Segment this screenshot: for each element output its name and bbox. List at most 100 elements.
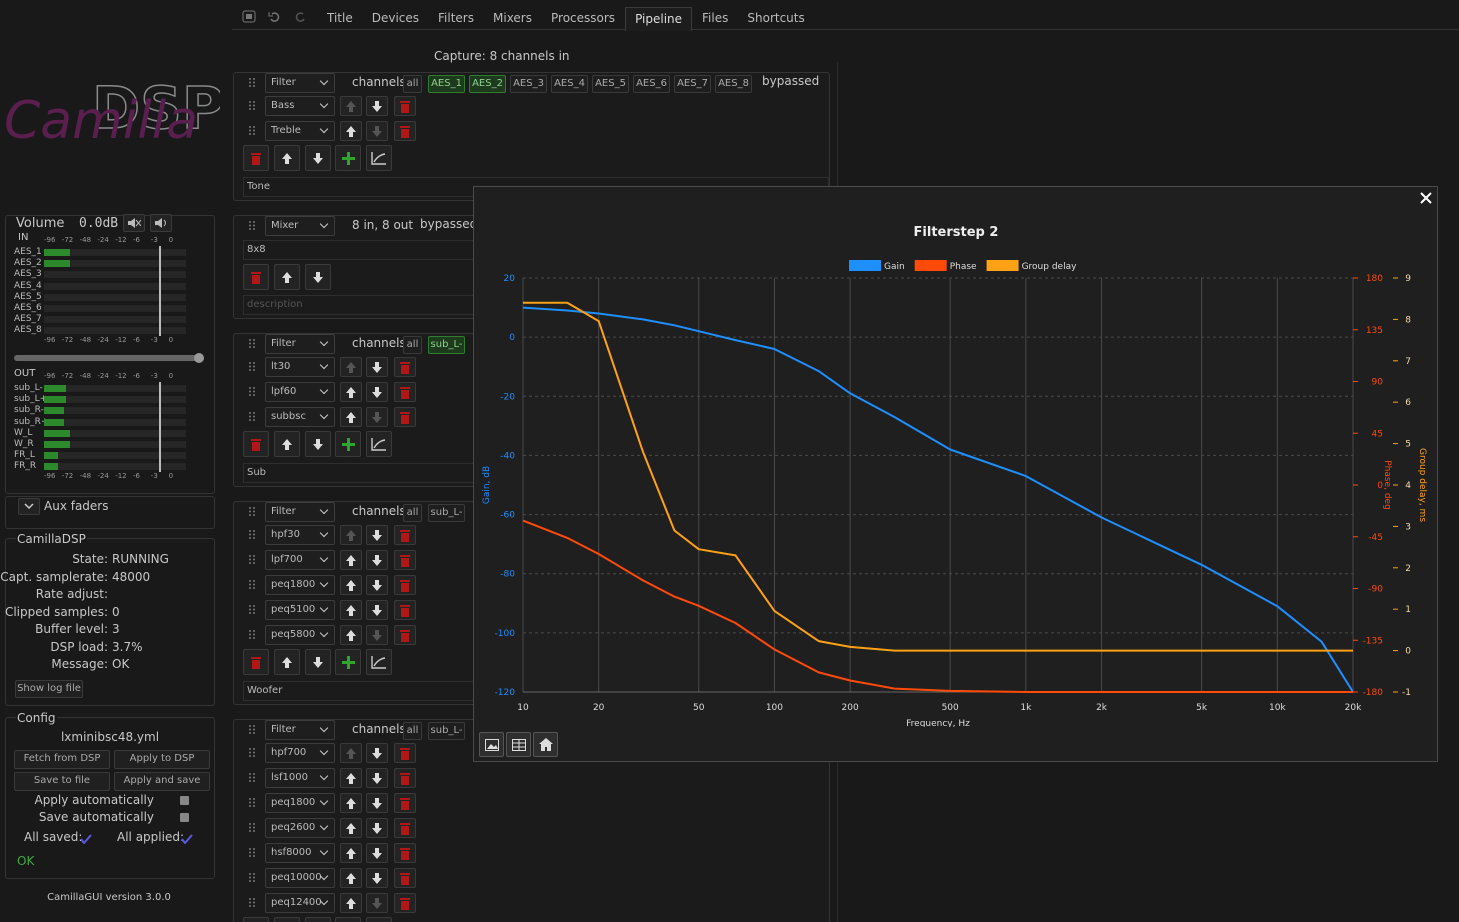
step-down-button[interactable] (304, 917, 331, 922)
delete-filter-button[interactable] (394, 768, 416, 788)
speaker-button[interactable] (150, 214, 172, 232)
delete-filter-button[interactable] (394, 625, 416, 645)
step-down-button[interactable] (304, 431, 331, 457)
channel-chip[interactable]: AES_5 (592, 75, 629, 93)
move-down-button[interactable] (366, 893, 388, 913)
delete-step-button[interactable] (243, 145, 269, 171)
filter-select[interactable]: Treble (265, 121, 335, 141)
volume-knob[interactable] (194, 353, 204, 363)
channel-chip[interactable]: AES_2 (469, 75, 506, 93)
filter-select[interactable]: peq1800 (265, 793, 335, 813)
move-up-button[interactable] (340, 818, 362, 838)
delete-filter-button[interactable] (394, 818, 416, 838)
move-up-button[interactable] (340, 743, 362, 763)
channel-chip[interactable]: AES_3 (510, 75, 547, 93)
delete-filter-button[interactable] (394, 357, 416, 377)
move-down-button[interactable] (366, 575, 388, 595)
plot-step-button[interactable] (366, 145, 393, 171)
move-down-button[interactable] (366, 96, 388, 116)
move-up-button[interactable] (340, 96, 362, 116)
move-up-button[interactable] (340, 525, 362, 545)
all-chip[interactable]: all (403, 504, 422, 522)
tab[interactable]: Devices (371, 11, 420, 25)
filter-select[interactable]: peq5100 (265, 600, 335, 620)
aux-panel[interactable]: Aux faders (5, 496, 215, 529)
move-down-button[interactable] (366, 525, 388, 545)
tab[interactable]: Shortcuts (747, 11, 805, 25)
filter-select[interactable]: peq1800 (265, 575, 335, 595)
delete-filter-button[interactable] (394, 843, 416, 863)
move-down-button[interactable] (366, 407, 388, 427)
config-button[interactable]: Save to file (14, 772, 110, 791)
step-type-select[interactable]: Filter (265, 720, 335, 740)
delete-step-button[interactable] (243, 917, 269, 922)
all-chip[interactable]: all (403, 722, 422, 740)
tab[interactable]: Pipeline (625, 7, 693, 31)
move-down-button[interactable] (366, 550, 388, 570)
channel-chip[interactable]: AES_1 (428, 75, 465, 93)
delete-filter-button[interactable] (394, 96, 416, 116)
move-up-button[interactable] (340, 768, 362, 788)
move-down-button[interactable] (366, 868, 388, 888)
step-type-select[interactable]: Filter (265, 73, 335, 93)
delete-filter-button[interactable] (394, 743, 416, 763)
move-up-button[interactable] (340, 382, 362, 402)
all-chip[interactable]: all (403, 75, 422, 93)
channel-chip[interactable]: sub_L- (428, 504, 465, 522)
delete-step-button[interactable] (243, 431, 269, 457)
step-up-button[interactable] (273, 649, 300, 675)
step-type-select[interactable]: Mixer (265, 216, 335, 236)
option-checkbox[interactable] (180, 813, 189, 822)
filter-select[interactable]: hpf700 (265, 743, 335, 763)
move-down-button[interactable] (366, 768, 388, 788)
filter-select[interactable]: lpf60 (265, 382, 335, 402)
step-down-button[interactable] (304, 649, 331, 675)
tab[interactable]: Title (327, 11, 353, 25)
filter-select[interactable]: subbsc (265, 407, 335, 427)
move-up-button[interactable] (340, 625, 362, 645)
delete-filter-button[interactable] (394, 793, 416, 813)
all-chip[interactable]: all (403, 336, 422, 354)
filter-select[interactable]: lsf1000 (265, 768, 335, 788)
delete-filter-button[interactable] (394, 550, 416, 570)
filter-select[interactable]: peq2600 (265, 818, 335, 838)
step-down-button[interactable] (304, 145, 331, 171)
delete-filter-button[interactable] (394, 893, 416, 913)
step-type-select[interactable]: Filter (265, 502, 335, 522)
move-down-button[interactable] (366, 818, 388, 838)
move-down-button[interactable] (366, 793, 388, 813)
channel-chip[interactable]: AES_4 (551, 75, 588, 93)
move-up-button[interactable] (340, 843, 362, 863)
move-up-button[interactable] (340, 407, 362, 427)
move-up-button[interactable] (340, 868, 362, 888)
config-button[interactable]: Apply to DSP (114, 750, 210, 769)
option-checkbox[interactable] (180, 796, 189, 805)
plot-step-button[interactable] (366, 917, 393, 922)
channel-chip[interactable]: sub_L- (428, 336, 465, 354)
filter-select[interactable]: peq5800 (265, 625, 335, 645)
channel-chip[interactable]: AES_7 (674, 75, 711, 93)
delete-filter-button[interactable] (394, 868, 416, 888)
step-up-button[interactable] (273, 145, 300, 171)
filter-select[interactable]: peq10000 (265, 868, 335, 888)
config-button[interactable]: Fetch from DSP (14, 750, 110, 769)
close-button[interactable] (1420, 192, 1434, 206)
filter-select[interactable]: peq12400 (265, 893, 335, 913)
move-up-button[interactable] (340, 575, 362, 595)
table-button[interactable] (506, 732, 531, 757)
delete-filter-button[interactable] (394, 525, 416, 545)
delete-step-button[interactable] (243, 649, 269, 675)
add-filter-button[interactable] (335, 431, 362, 457)
plot-step-button[interactable] (366, 431, 393, 457)
channel-chip[interactable]: AES_8 (715, 75, 752, 93)
tab[interactable]: Processors (551, 11, 616, 25)
delete-filter-button[interactable] (394, 121, 416, 141)
show-log-button[interactable]: Show log file (15, 680, 83, 698)
add-filter-button[interactable] (335, 917, 362, 922)
delete-filter-button[interactable] (394, 407, 416, 427)
filter-select[interactable]: lpf700 (265, 550, 335, 570)
delete-filter-button[interactable] (394, 600, 416, 620)
step-up-button[interactable] (273, 264, 300, 290)
move-down-button[interactable] (366, 625, 388, 645)
tab[interactable]: Filters (438, 11, 474, 25)
